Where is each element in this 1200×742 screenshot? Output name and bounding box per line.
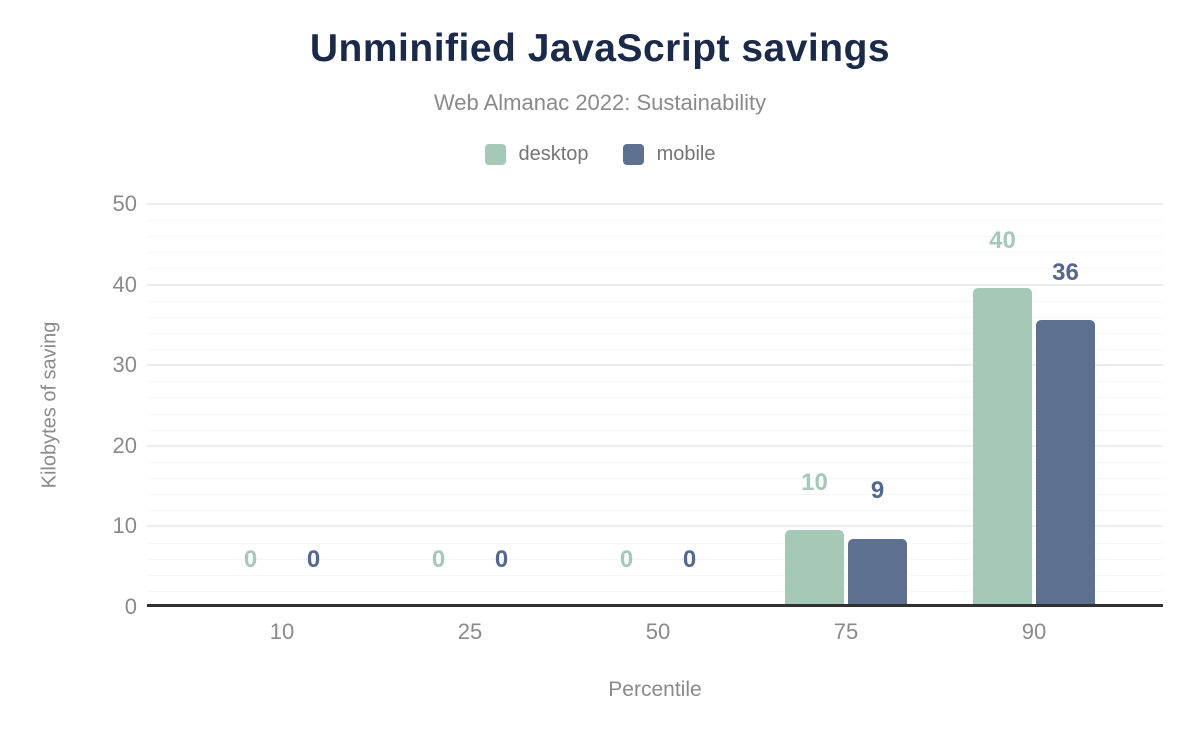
gridline-minor [147, 220, 1163, 222]
gridline-major [147, 203, 1163, 205]
gridline-minor [147, 381, 1163, 383]
gridline-major [147, 283, 1163, 286]
chart-subtitle: Web Almanac 2022: Sustainability [433, 90, 767, 115]
gridline-minor [147, 542, 1163, 544]
legend: desktop mobile [0, 143, 1200, 166]
legend-label-mobile: mobile [656, 143, 716, 165]
y-tick-label: 50 [112, 191, 137, 216]
gridline-minor [147, 397, 1163, 399]
gridline-minor [147, 478, 1163, 480]
value-label-mobile-p50: 0 [682, 546, 697, 573]
gridline-minor [147, 349, 1163, 351]
x-tick-label: 10 [269, 619, 295, 644]
gridline-minor [147, 494, 1163, 496]
gridline-minor [147, 300, 1163, 302]
value-label-desktop-p25: 0 [431, 546, 446, 573]
x-axis-title: Percentile [608, 678, 702, 701]
x-tick-label: 25 [457, 619, 483, 644]
gridline-major [147, 444, 1163, 447]
y-tick-label: 20 [112, 432, 137, 458]
x-tick-label: 75 [833, 619, 859, 644]
gridline-minor [147, 461, 1163, 463]
legend-swatch-mobile-icon [622, 144, 644, 165]
legend-item-desktop: desktop [484, 143, 589, 166]
value-label-desktop-p90: 40 [989, 226, 1016, 254]
y-tick-label: 40 [112, 271, 137, 297]
value-label-mobile-p10: 0 [306, 546, 321, 573]
legend-swatch-desktop-icon [484, 144, 506, 165]
y-tick-label: 0 [124, 594, 137, 619]
value-label-mobile-p90: 36 [1052, 259, 1079, 287]
value-label-desktop-p50: 0 [619, 546, 634, 573]
y-tick-label: 30 [112, 352, 137, 378]
gridline-minor [147, 590, 1163, 592]
gridline-major [147, 525, 1163, 528]
bar-mobile-p75 [848, 538, 907, 607]
bar-desktop-p90 [973, 287, 1032, 607]
y-tick-label: 10 [112, 513, 137, 539]
value-label-desktop-p75: 10 [801, 468, 828, 496]
gridline-minor [147, 252, 1163, 254]
bar-desktop-p75 [785, 529, 844, 607]
gridline-minor [147, 236, 1163, 238]
gridline-minor [147, 268, 1163, 270]
bar-mobile-p90 [1036, 320, 1095, 607]
gridline-minor [147, 558, 1163, 560]
value-label-mobile-p25: 0 [494, 546, 509, 573]
y-axis-title: Kilobytes of saving [38, 321, 61, 489]
gridline-major [147, 364, 1163, 367]
gridline-minor [147, 429, 1163, 431]
gridline-minor [147, 316, 1163, 318]
gridline-minor [147, 332, 1163, 334]
gridline-minor [147, 413, 1163, 415]
gridline-minor [147, 510, 1163, 512]
value-label-desktop-p10: 0 [243, 546, 258, 573]
x-tick-label: 90 [1021, 619, 1047, 644]
chart-title: Unminified JavaScript savings [309, 27, 891, 70]
gridline-minor [147, 574, 1163, 576]
legend-label-desktop: desktop [518, 143, 589, 165]
legend-item-mobile: mobile [622, 143, 716, 166]
plot-area: 10 0 0 25 0 0 50 0 0 75 10 9 90 40 36 [147, 203, 1163, 644]
x-axis-line [147, 604, 1163, 607]
value-label-mobile-p75: 9 [870, 477, 885, 505]
x-tick-label: 50 [645, 619, 671, 644]
